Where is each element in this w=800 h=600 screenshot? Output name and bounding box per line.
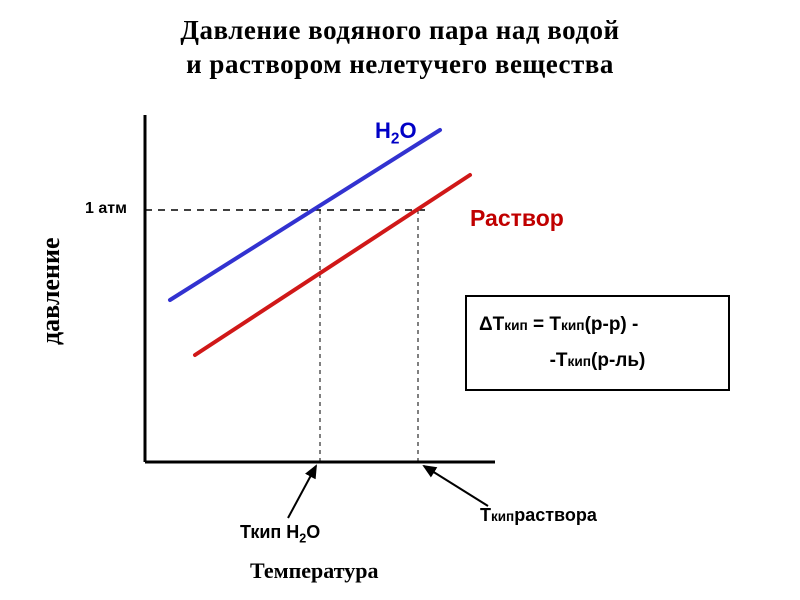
chart-plot: [0, 0, 800, 600]
